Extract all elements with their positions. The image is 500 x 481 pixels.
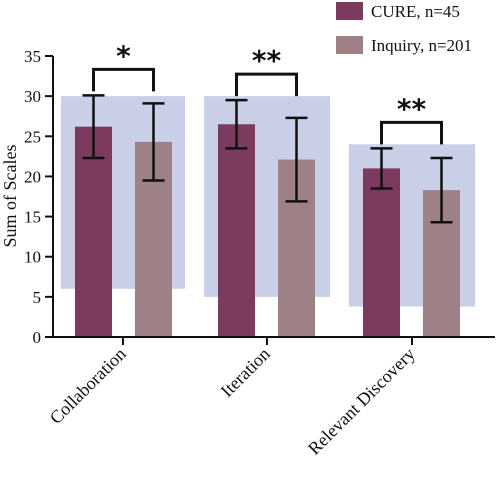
significance-brackets: * ****	[92, 39, 443, 145]
legend-swatch-1	[336, 36, 363, 54]
bars	[75, 124, 460, 337]
bar-0-0	[75, 126, 112, 337]
significance-label-2: **	[397, 92, 427, 125]
y-tick-label-5: 5	[33, 288, 42, 307]
y-tick-label-30: 30	[24, 87, 41, 106]
y-tick-label-20: 20	[24, 167, 41, 186]
legend-label-1: Inquiry, n=201	[371, 36, 472, 55]
legend-label-0: CURE, n=45	[371, 2, 460, 21]
significance-label-0: *	[116, 39, 131, 72]
y-axis: 0 5 10 15 20 25 30 35	[24, 47, 54, 347]
x-axis: Collaboration Iteration Relevant Discovery	[46, 336, 495, 459]
legend: CURE, n=45 Inquiry, n=201	[336, 2, 472, 55]
legend-swatch-0	[336, 2, 363, 20]
y-tick-label-25: 25	[24, 127, 41, 146]
significance-bracket-1	[235, 72, 298, 97]
significance-bracket-2	[380, 120, 443, 145]
significance-label-1: **	[252, 44, 282, 77]
y-tick-label-15: 15	[24, 208, 41, 227]
bar-2-0	[363, 168, 400, 337]
y-tick-label-0: 0	[33, 328, 42, 347]
category-label-2: Relevant Discovery	[304, 344, 419, 459]
bar-1-0	[218, 124, 255, 337]
y-tick-label-10: 10	[24, 248, 41, 267]
significance-bracket-0	[92, 67, 155, 92]
category-label-1: Iteration	[217, 344, 274, 401]
y-tick-label-35: 35	[24, 47, 41, 66]
range-bands	[61, 96, 475, 307]
error-bars	[82, 94, 453, 224]
y-axis-title: Sum of Scales	[0, 145, 20, 248]
category-label-0: Collaboration	[46, 344, 130, 428]
